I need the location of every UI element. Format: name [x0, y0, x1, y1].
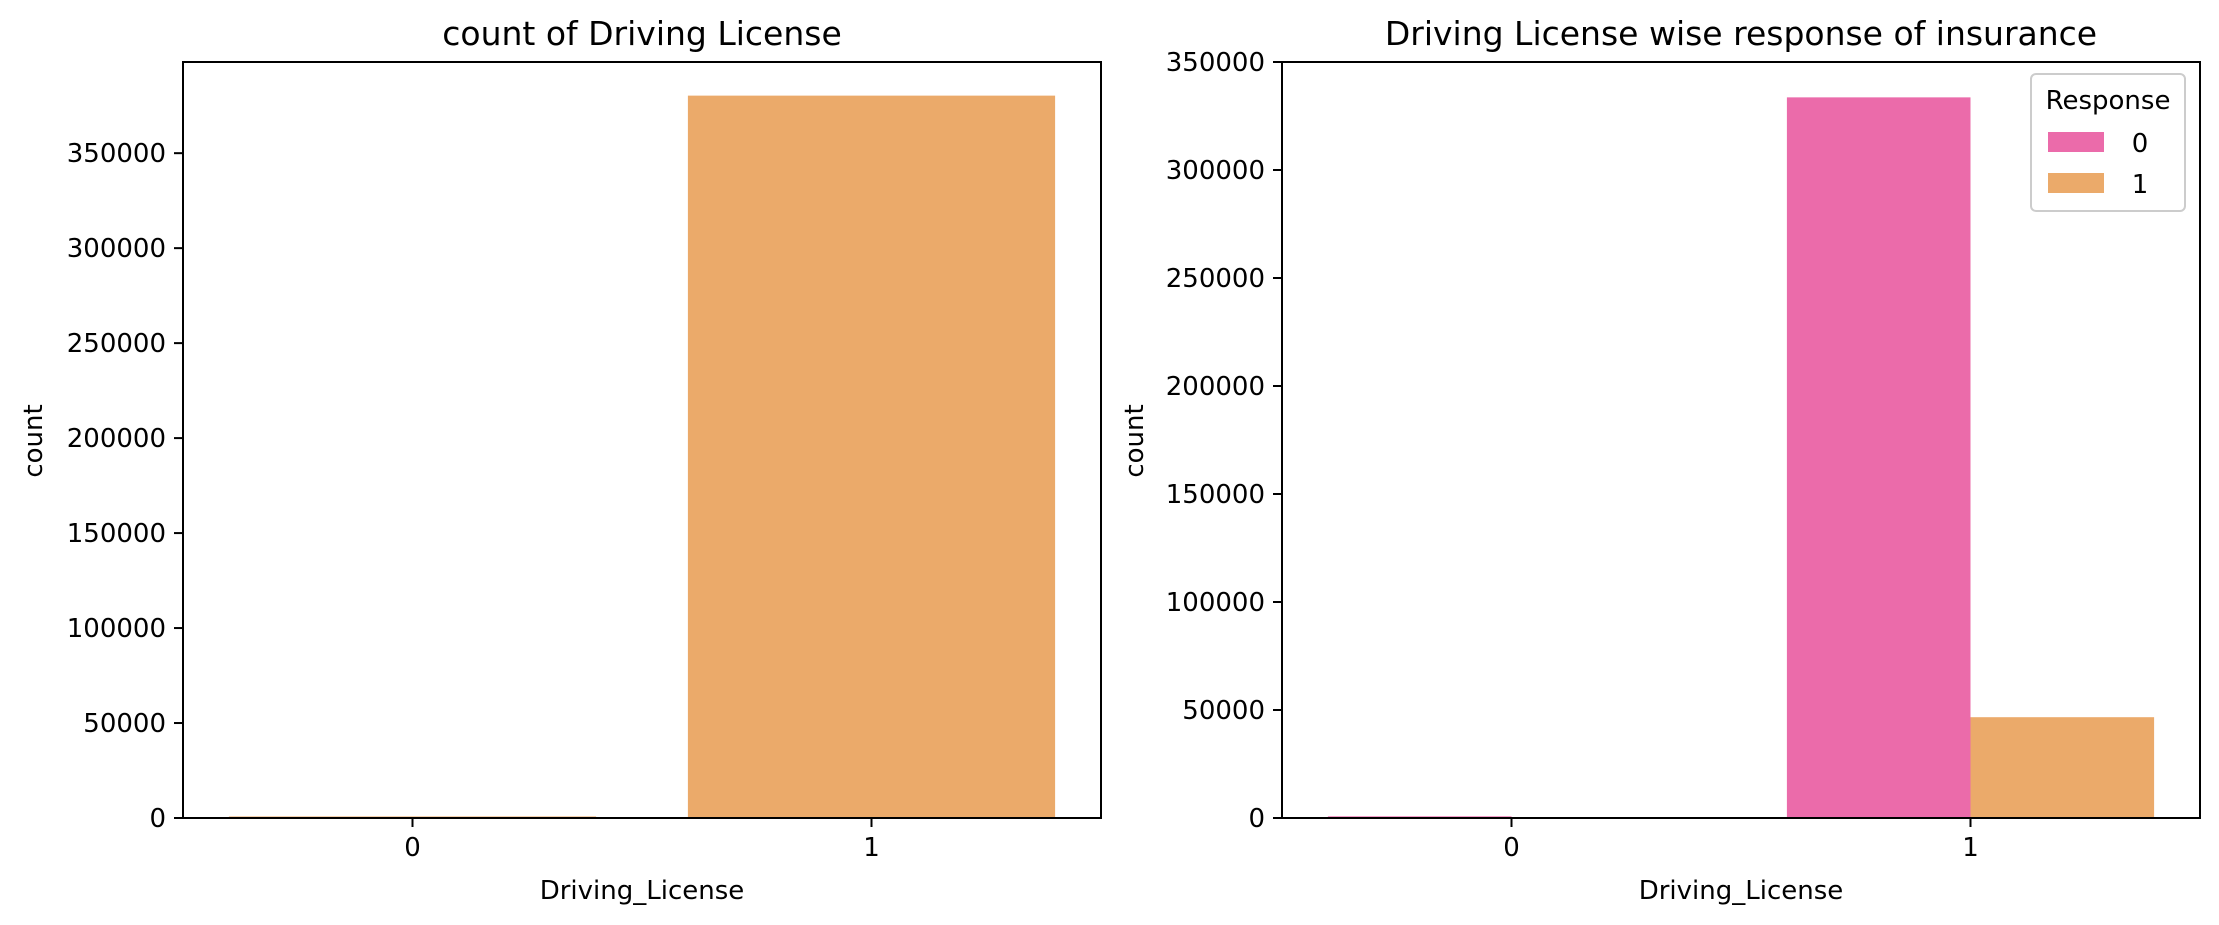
- y-tick-label: 250000: [1166, 264, 1265, 294]
- legend-title: Response: [2046, 86, 2171, 116]
- x-tick-label: 1: [1962, 833, 1979, 863]
- bar: [687, 95, 1056, 818]
- chart-driving-license-count: count of Driving License 0 50000 100000 150…: [19, 14, 1102, 906]
- legend-entry-label: 0: [2132, 129, 2149, 159]
- y-tick-label: 300000: [1166, 156, 1265, 186]
- legend-swatch: [2048, 132, 2104, 152]
- chart-response-by-driving-license: Driving License wise response of insuran…: [1120, 14, 2201, 906]
- x-tick-label: 0: [1503, 833, 1520, 863]
- y-axis-label: count: [1120, 404, 1150, 477]
- y-tick-label: 200000: [1166, 372, 1265, 402]
- legend: Response 0 1: [2030, 73, 2186, 212]
- y-axis-label: count: [19, 404, 49, 477]
- y-tick-label: 150000: [67, 519, 166, 549]
- bars: [1327, 97, 2155, 818]
- x-tick-label: 0: [404, 833, 421, 863]
- legend-swatch: [2048, 173, 2104, 193]
- y-tick-label: 150000: [1166, 480, 1265, 510]
- y-tick-label: 350000: [1166, 48, 1265, 78]
- y-tick-label: 50000: [1182, 696, 1265, 726]
- y-tick-label: 200000: [67, 424, 166, 454]
- y-tick-label: 100000: [1166, 588, 1265, 618]
- y-tick-label: 50000: [83, 709, 166, 739]
- y-axis-ticks: 0 50000 100000 150000 200000 250000 300000 3500…: [67, 139, 183, 834]
- x-axis-label: Driving_License: [1639, 876, 1844, 906]
- y-tick-label: 100000: [67, 614, 166, 644]
- y-tick-label: 0: [149, 804, 166, 834]
- chart-title: count of Driving License: [442, 14, 842, 53]
- plot-frame: [182, 61, 1102, 819]
- y-tick-label: 250000: [67, 329, 166, 359]
- chart-title: Driving License wise response of insuran…: [1385, 14, 2097, 53]
- y-tick-label: 0: [1248, 804, 1265, 834]
- x-tick-label: 1: [863, 833, 880, 863]
- y-tick-label: 300000: [67, 234, 166, 264]
- x-axis-label: Driving_License: [540, 876, 745, 906]
- bars: [228, 95, 1056, 818]
- y-axis-ticks: 0 50000 100000 150000 200000 250000 300000 3500…: [1166, 48, 1282, 834]
- bar: [1786, 97, 1971, 818]
- bar: [1970, 717, 2155, 818]
- legend-entry-label: 1: [2132, 170, 2149, 200]
- plot-frame: [1281, 61, 2201, 819]
- y-tick-label: 350000: [67, 139, 166, 169]
